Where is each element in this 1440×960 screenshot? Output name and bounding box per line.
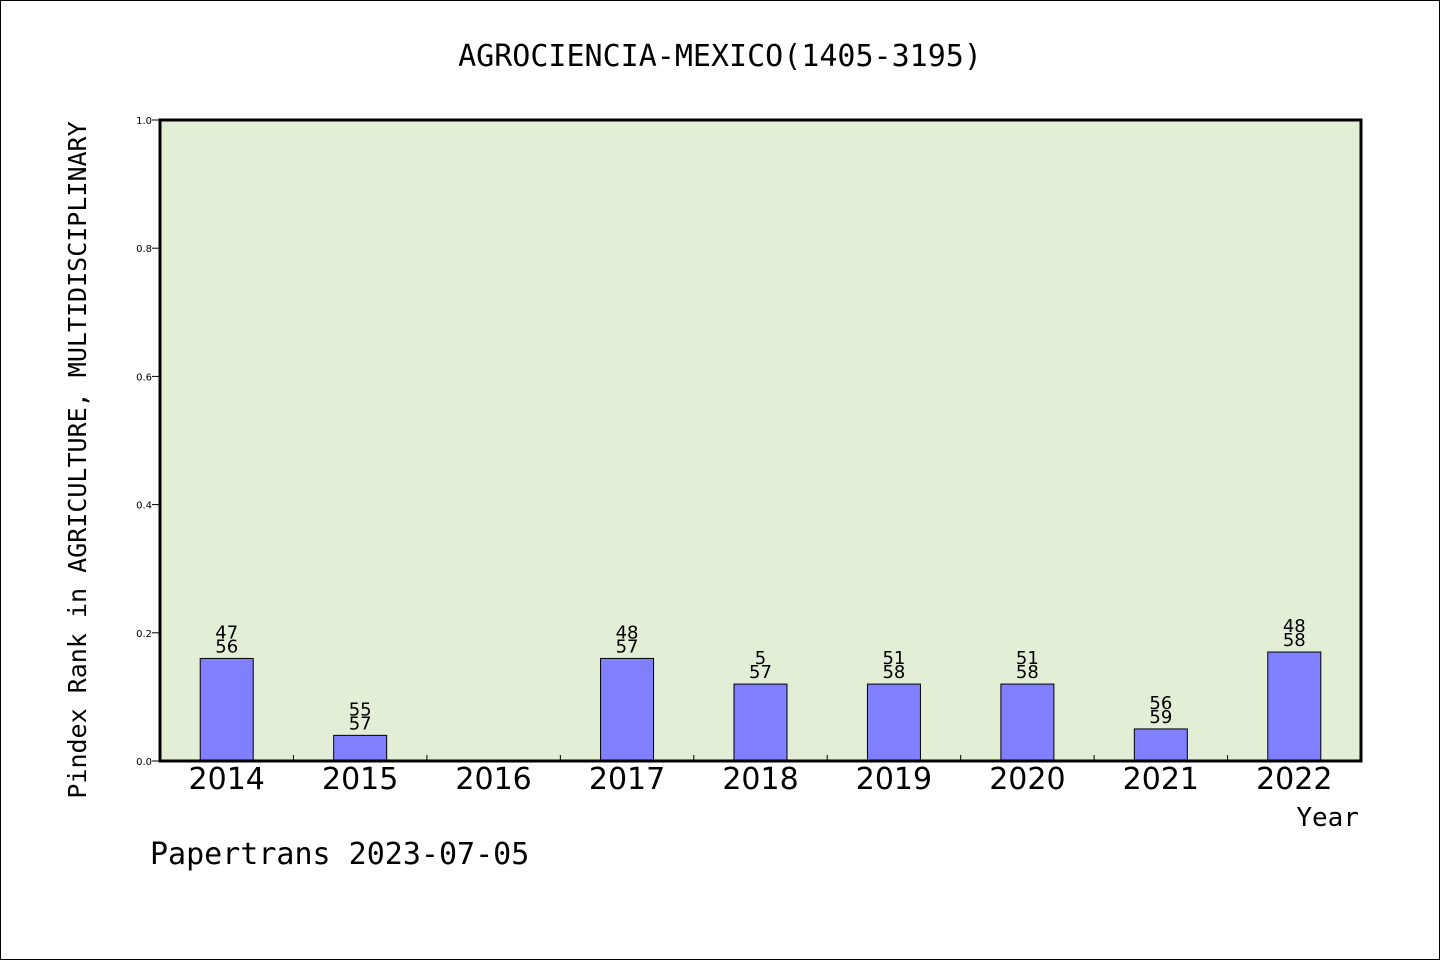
x-tick-label: 2016 [455, 762, 531, 797]
bar [733, 683, 788, 762]
bar [333, 734, 388, 762]
bar-total-label: 59 [1149, 707, 1172, 728]
bar-rank-label: 51 [882, 648, 905, 669]
x-tick-label: 2014 [189, 762, 265, 797]
y-tick-label: 1.0 [136, 116, 152, 127]
y-axis-label: Pindex Rank in AGRICULTURE, MULTIDISCIPL… [63, 121, 92, 798]
y-tick-label: 0.0 [136, 757, 152, 768]
y-axis: 0.0 0.2 0.4 0.6 0.8 1.0 [136, 116, 160, 768]
plot-area [160, 120, 1361, 761]
bar-rank-label: 55 [349, 699, 372, 720]
x-tick-label: 2020 [989, 762, 1065, 797]
x-axis-label: Year [1296, 803, 1359, 833]
bar-rank-label: 48 [616, 622, 639, 643]
bar-rank-label: 48 [1283, 616, 1306, 637]
bar-total-label: 56 [215, 636, 238, 657]
x-tick-label: 2019 [856, 762, 932, 797]
y-tick-label: 0.2 [136, 629, 152, 640]
chart-title: AGROCIENCIA-MEXICO(1405-3195) [458, 39, 982, 74]
bar [199, 657, 254, 762]
bar-rank-label: 56 [1149, 693, 1172, 714]
bar [1267, 651, 1322, 762]
bar [866, 683, 921, 762]
credit-text: Papertrans 2023-07-05 [150, 837, 529, 872]
x-tick-label: 2015 [322, 762, 398, 797]
bar-total-label: 57 [349, 713, 372, 734]
bar-rank-label: 47 [215, 622, 238, 643]
bar-rank-label: 51 [1016, 648, 1039, 669]
bar-total-label: 58 [1283, 630, 1306, 651]
x-tick-label: 2021 [1123, 762, 1199, 797]
x-tick-label: 2018 [722, 762, 798, 797]
y-tick-label: 0.8 [136, 244, 152, 255]
x-tick-label: 2017 [589, 762, 665, 797]
plot-border [158, 118, 1363, 763]
bar [1133, 728, 1188, 762]
bar-total-label: 58 [1016, 662, 1039, 683]
bar-rank-label: 5 [755, 648, 766, 669]
bar [1000, 683, 1055, 762]
bar-total-label: 58 [882, 662, 905, 683]
bar-total-label: 57 [749, 662, 772, 683]
y-tick-label: 0.6 [136, 372, 152, 383]
bar-total-label: 57 [616, 636, 639, 657]
bar-series [199, 651, 1322, 762]
x-axis: 2014 2015 2016 2017 2018 2019 2020 2021 2022 [189, 755, 1332, 797]
x-tick-label: 2022 [1256, 762, 1332, 797]
y-tick-label: 0.4 [136, 501, 152, 512]
bar [600, 657, 655, 762]
